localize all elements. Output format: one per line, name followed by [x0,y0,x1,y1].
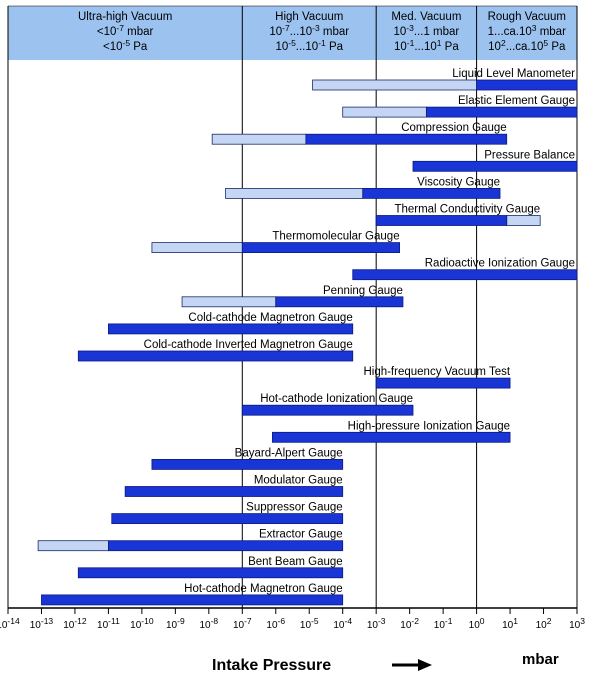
x-tick-label: 103​ [569,616,585,631]
bar-main-range [108,540,344,552]
bar-extended-range [342,106,427,118]
x-tick-label: 10-14​ [0,616,20,631]
bar-main-range [272,431,511,443]
bar-extended-range [37,540,109,552]
gauge-label: Hot-cathode Magnetron Gauge [184,583,343,595]
x-tick-label: 10-13​ [30,616,54,631]
bar-main-range [305,133,508,145]
region-name: High Vacuum [275,11,343,23]
header-band [8,6,577,60]
x-tick-label: 102​ [536,616,552,631]
gauge-label: Thermal Conductivity Gauge [394,204,540,216]
gauge-label: Compression Gauge [401,122,506,134]
x-tick-label: 100​ [469,616,485,631]
gauge-label: Liquid Level Manometer [452,68,575,80]
x-tick-label: 10-1​ [434,616,453,631]
x-tick-label: 10-12​ [63,616,87,631]
bar-main-range [375,377,511,389]
bar-main-range [275,296,404,308]
region-mbar-range: <10-7​ mbar [97,23,154,38]
unit-label: mbar [522,651,559,668]
gauge-label: Hot-cathode Ionization Gauge [260,393,413,405]
gauge-label: Elastic Element Gauge [458,95,575,107]
x-tick-label: 10-9​ [166,616,185,631]
region-pa-range: 10-1​...101​ Pa [394,38,459,53]
gauge-label: Pressure Balance [484,149,575,161]
region-mbar-range: 1...ca.103​ mbar [488,23,566,38]
bar-main-range [241,242,401,254]
gauge-label: Cold-cathode Inverted Magnetron Gauge [144,339,353,351]
gauge-label: Bent Beam Gauge [248,556,343,568]
arrow-icon [418,659,432,671]
bar-main-range [124,486,344,497]
x-tick-label: 10-7​ [233,616,252,631]
bar-extended-range [312,79,477,91]
region-mbar-range: 10-3​...1 mbar [394,23,460,38]
bar-main-range [108,323,354,335]
gauge-label: Bayard-Alpert Gauge [235,447,343,459]
gauge-label: Thermomolecular Gauge [272,231,399,243]
gauge-label: Viscosity Gauge [417,176,500,188]
region-pa-range: 10-5​...10-1​ Pa [275,38,343,53]
x-tick-label: 10-10​ [130,616,154,631]
region-name: Med. Vacuum [391,11,461,23]
bar-main-range [77,350,354,362]
gauge-label: Modulator Gauge [254,475,343,487]
bar-main-range [111,513,344,524]
region-name: Rough Vacuum [488,11,566,23]
bar-main-range [77,567,344,579]
bar-main-range [151,458,344,470]
x-axis-title: Intake Pressure [212,657,331,674]
region-mbar-range: 10-7​...10-3​ mbar [269,23,349,38]
region-pa-range: <10-5​ Pa [103,38,148,53]
x-tick-label: 101​ [502,616,518,631]
gauge-label: Cold-cathode Magnetron Gauge [188,312,352,324]
bar-main-range [375,215,508,226]
bar-main-range [241,404,414,416]
x-tick-label: 10-8​ [199,616,218,631]
x-tick-label: 10-2​ [400,616,419,631]
gauge-label: High-pressure Ionization Gauge [348,420,510,432]
bar-extended-range [225,187,364,199]
gauge-label: Suppressor Gauge [246,502,343,514]
bar-main-range [362,187,501,199]
bar-main-range [425,106,578,118]
x-tick-label: 10-4​ [333,616,352,631]
bar-extended-range [211,133,307,145]
x-tick-label: 10-11​ [97,616,120,631]
bar-extended-range [151,242,243,254]
x-tick-label: 10-3​ [367,616,386,631]
x-tick-label: 10-5​ [300,616,319,631]
bar-main-range [352,269,578,281]
gauge-label: Extractor Gauge [259,529,343,541]
gauge-label: Radioactive Ionization Gauge [425,258,575,270]
bar-main-range [41,594,344,606]
bar-main-range [476,79,578,91]
bar-extended-range [506,215,541,226]
region-pa-range: 102​...ca.105​ Pa [488,38,566,53]
gauge-label: Penning Gauge [323,285,403,297]
region-name: Ultra-high Vacuum [78,11,172,23]
gauge-label: High-frequency Vacuum Test [363,366,510,378]
bar-main-range [412,160,578,172]
bar-extended-range [181,296,277,308]
x-tick-label: 10-6​ [266,616,285,631]
